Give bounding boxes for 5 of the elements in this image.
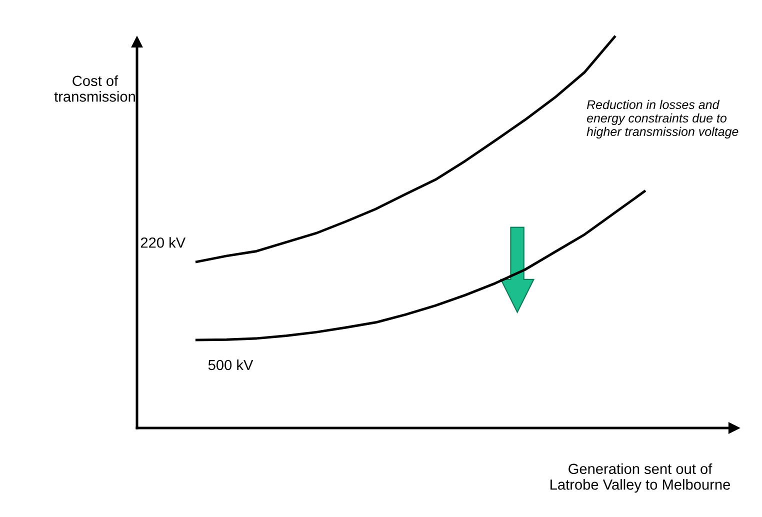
y-axis-title: Cost of transmission [54,75,135,102]
annotation: Reduction in losses and energy constraints due to higher transmission voltage [586,100,738,138]
series-label: 500 kV [208,359,254,370]
series-label: 220 kV [140,237,186,248]
x-axis-title: Generation sent out of Latrobe Valley to Melbourne [550,463,730,493]
